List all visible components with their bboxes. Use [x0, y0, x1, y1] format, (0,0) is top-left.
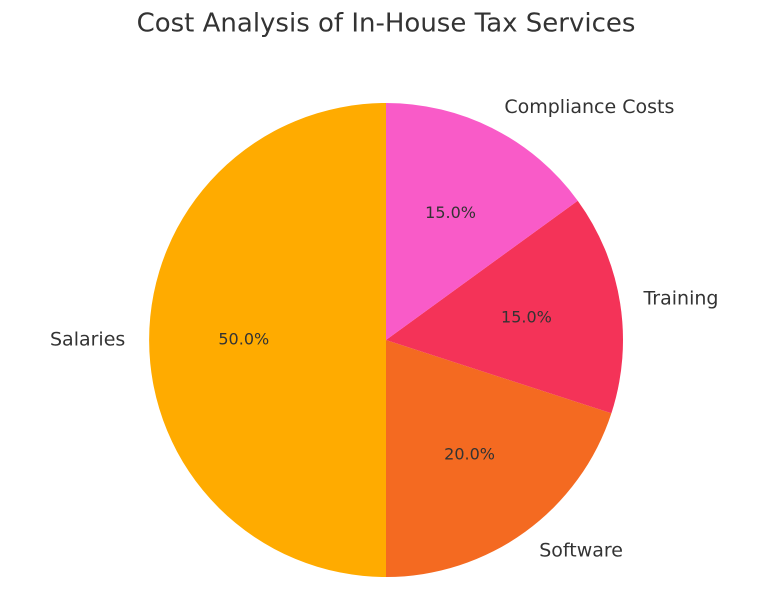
slice-label: Training — [642, 288, 718, 310]
slice-label: Software — [539, 539, 623, 561]
percent-label: 20.0% — [444, 445, 495, 464]
pie-slice — [386, 200, 623, 414]
percent-label: 15.0% — [425, 203, 476, 222]
percent-label: 50.0% — [218, 330, 269, 349]
pie-slice — [386, 103, 578, 340]
slice-label: Compliance Costs — [504, 96, 674, 118]
pie-slice — [386, 340, 612, 577]
chart-title: Cost Analysis of In-House Tax Services — [137, 9, 636, 39]
slice-label: Salaries — [50, 329, 125, 351]
pie-slice — [149, 103, 386, 577]
percent-label: 15.0% — [501, 307, 552, 326]
